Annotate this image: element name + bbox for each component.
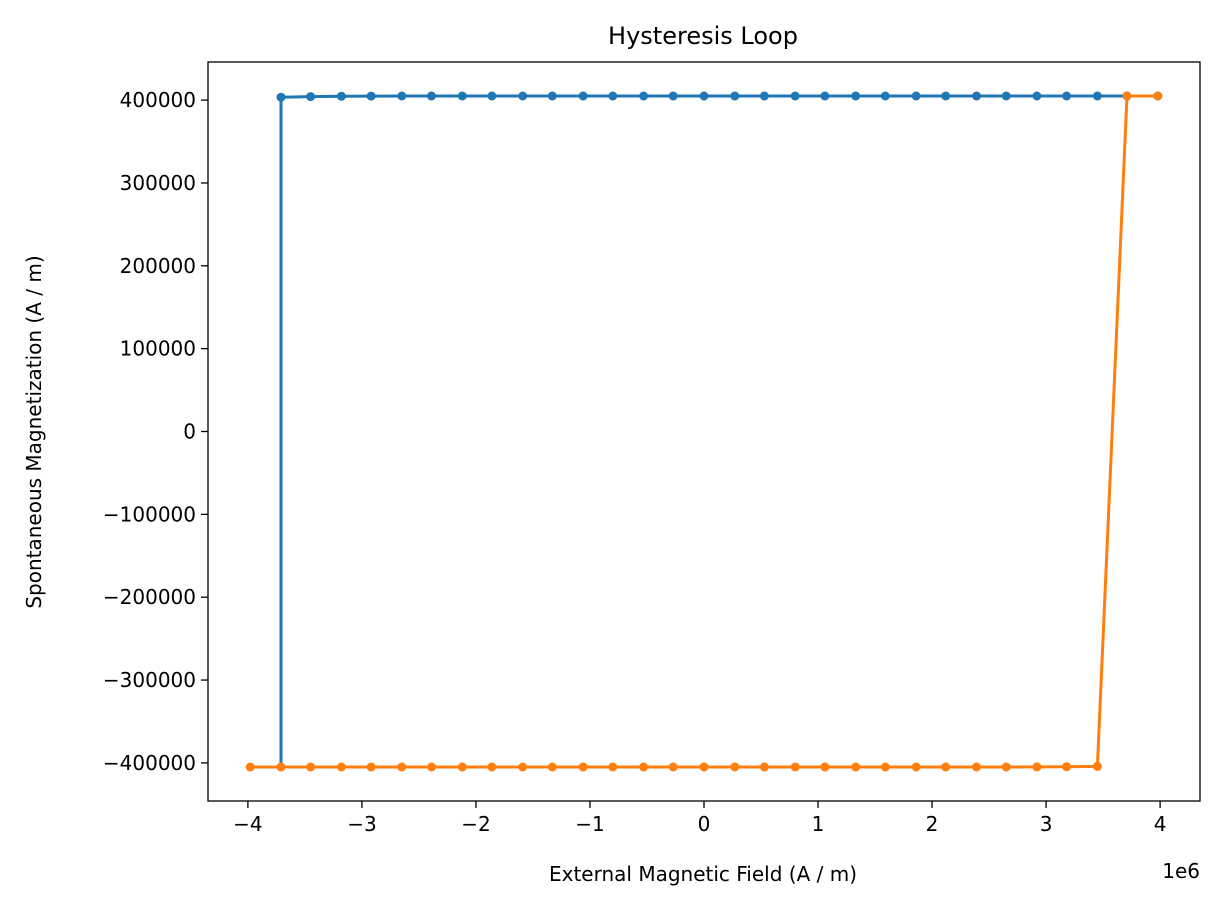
series-1-point <box>1032 91 1042 101</box>
series-2-point <box>245 762 255 772</box>
series-2-point <box>730 762 740 772</box>
series-1-point <box>397 91 407 101</box>
series-1-point <box>547 91 557 101</box>
series-2-point <box>1153 91 1163 101</box>
y-tick-label: −100000 <box>103 502 196 526</box>
x-tick-label: −2 <box>461 812 490 836</box>
y-axis-label: Spontaneous Magnetization (A / m) <box>22 255 46 608</box>
series-1-point <box>366 91 376 101</box>
series-2-point <box>668 762 678 772</box>
x-tick-label: −3 <box>347 812 376 836</box>
x-tick-label: −4 <box>233 812 262 836</box>
series-1-point <box>306 92 316 102</box>
series-1-point <box>578 91 588 101</box>
series-2-point <box>608 762 618 772</box>
series-1-point <box>820 91 830 101</box>
series-1-point <box>1092 91 1102 101</box>
series-1-point <box>941 91 951 101</box>
x-tick-label: 4 <box>1154 812 1167 836</box>
y-tick-label: 200000 <box>120 254 196 278</box>
series-2-point <box>820 762 830 772</box>
x-tick-label: 1 <box>812 812 825 836</box>
series-2-point <box>457 762 467 772</box>
series-1-point <box>427 91 436 101</box>
series-1-line <box>279 94 1158 767</box>
series-1-point <box>457 91 467 101</box>
series-2-point <box>699 762 709 772</box>
series-1-point <box>639 91 649 101</box>
series-2-point <box>972 762 981 772</box>
series-1-point <box>336 91 346 101</box>
series-2-point <box>336 762 346 772</box>
series-2-point <box>578 762 588 772</box>
series-2-point <box>941 762 951 772</box>
plot-frame <box>207 61 1201 802</box>
y-tick-label: 0 <box>183 420 196 444</box>
series-2-point <box>1062 762 1072 772</box>
series-2-point <box>639 762 649 772</box>
series-2-point <box>306 762 316 772</box>
series-2-point <box>790 762 800 772</box>
series-2-point <box>276 762 286 772</box>
y-tick-label: −200000 <box>103 585 196 609</box>
series-1-point <box>668 91 678 101</box>
series-2-point <box>1092 761 1102 771</box>
series-2-point <box>911 762 921 772</box>
y-tick-label: 300000 <box>120 171 196 195</box>
x-tick-label: 0 <box>698 812 711 836</box>
series-1-point <box>518 91 528 101</box>
series-2-point <box>397 762 407 772</box>
series-2-point <box>427 762 436 772</box>
series-2-point <box>759 762 769 772</box>
series-2-point <box>1001 762 1011 772</box>
series-1-point <box>1062 91 1072 101</box>
x-tick-label: 2 <box>926 812 939 836</box>
x-axis-label: External Magnetic Field (A / m) <box>549 862 857 886</box>
series-1-point <box>699 91 709 101</box>
series-2-point <box>366 762 376 772</box>
series-2-line <box>250 94 1158 769</box>
x-tick-label: 3 <box>1040 812 1053 836</box>
y-axis: 400000 300000 200000 100000 0 −100000 −200000 −… <box>103 88 208 775</box>
series-1-point <box>851 91 861 101</box>
series-1-point <box>276 92 286 102</box>
series-1-point <box>880 91 890 101</box>
series-1-point <box>487 91 497 101</box>
series-1-point <box>1001 91 1011 101</box>
series-2-point <box>1032 762 1042 772</box>
series-1-point <box>608 91 618 101</box>
series-1-point <box>730 91 740 101</box>
y-tick-label: −400000 <box>103 751 196 775</box>
y-tick-label: 100000 <box>120 337 196 361</box>
series-2-point <box>518 762 528 772</box>
x-axis-offset-label: 1e6 <box>1162 859 1200 883</box>
series-1-point <box>790 91 800 101</box>
y-tick-label: 400000 <box>120 88 196 112</box>
series-2-point <box>487 762 497 772</box>
plot-area <box>245 91 1163 772</box>
series-1-point <box>759 91 769 101</box>
series-1-point <box>911 91 921 101</box>
series-2-point <box>851 762 861 772</box>
series-2-point <box>1122 91 1132 101</box>
x-axis: −4 −3 −2 −1 0 1 2 3 4 <box>233 801 1166 836</box>
series-2-point <box>880 762 890 772</box>
series-2-point <box>547 762 557 772</box>
x-tick-label: −1 <box>575 812 604 836</box>
series-1-point <box>972 91 981 101</box>
y-tick-label: −300000 <box>103 668 196 692</box>
chart-title: Hysteresis Loop <box>608 22 798 50</box>
